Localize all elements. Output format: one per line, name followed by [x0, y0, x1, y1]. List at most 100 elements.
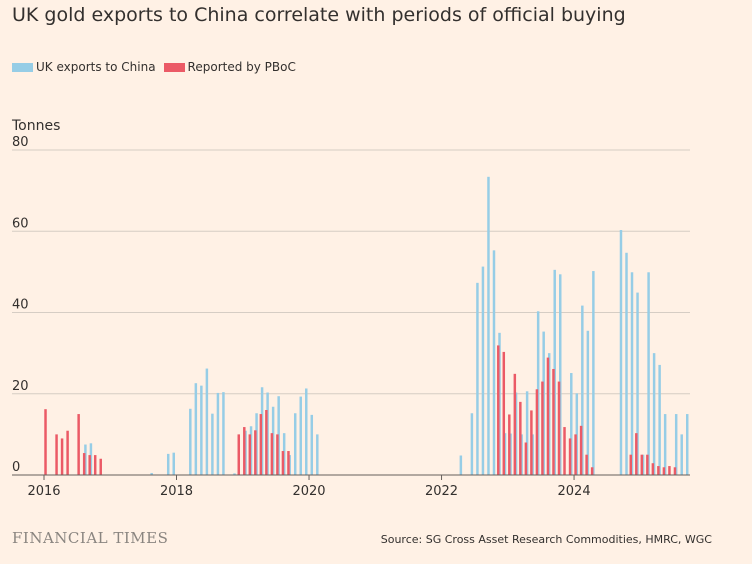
bar-pboc [574, 434, 577, 476]
bar-uk-exports [470, 413, 474, 475]
bar-uk-exports [305, 388, 308, 475]
bar-uk-exports [166, 453, 170, 476]
bar-uk-exports [310, 414, 314, 476]
bar-pboc [276, 434, 279, 476]
bar-pboc [508, 414, 511, 475]
bar-pboc [524, 442, 528, 475]
bar-pboc [535, 389, 539, 475]
legend-label-uk-exports: UK exports to China [36, 60, 156, 74]
publisher-logo: FINANCIAL TIMES [12, 529, 169, 547]
bar-pboc [590, 467, 594, 475]
bar-pboc [557, 381, 561, 475]
bar-uk-exports [293, 413, 297, 475]
bar-uk-exports [592, 271, 595, 475]
bar-uk-exports [625, 252, 628, 475]
bar-pboc [668, 466, 671, 475]
bar-uk-exports [316, 434, 319, 476]
bar-uk-exports [652, 353, 656, 476]
legend-item-pboc: Reported by PBoC [163, 60, 296, 74]
bar-uk-exports [686, 414, 689, 475]
bar-uk-exports [476, 282, 479, 475]
x-tick-label: 2022 [425, 484, 458, 499]
bar-pboc [585, 454, 588, 475]
bar-pboc [77, 414, 80, 475]
bar-pboc [646, 454, 649, 475]
y-tick-label: 80 [12, 135, 29, 150]
bar-pboc [552, 368, 555, 475]
bar-uk-exports [189, 408, 192, 475]
bar-pboc [640, 454, 644, 475]
bar-pboc [513, 373, 517, 475]
bar-pboc [563, 427, 566, 475]
bar-uk-exports [487, 176, 490, 475]
y-tick-label: 20 [12, 379, 29, 394]
bar-uk-exports [547, 353, 551, 476]
bar-uk-exports [641, 454, 645, 475]
x-tick-label: 2020 [292, 484, 325, 499]
bar-pboc [248, 434, 252, 476]
bar-uk-exports [459, 455, 463, 475]
bar-uk-exports [481, 266, 485, 475]
bar-pboc [237, 434, 240, 476]
bar-uk-exports [194, 383, 198, 475]
bar-pboc [66, 430, 69, 475]
bar-pboc [546, 357, 550, 475]
bar-uk-exports [586, 330, 590, 475]
bar-uk-exports [89, 443, 93, 475]
bar-uk-exports [172, 452, 175, 475]
x-tick-label: 2024 [558, 484, 591, 499]
bar-pboc [265, 410, 268, 475]
bar-pboc [82, 453, 86, 475]
bar-pboc [55, 434, 58, 476]
x-tick-label: 2016 [27, 484, 60, 499]
source-note: Source: SG Cross Asset Research Commodit… [380, 533, 712, 546]
bar-uk-exports [663, 414, 667, 475]
chart-title: UK gold exports to China correlate with … [12, 4, 626, 26]
bar-uk-exports [559, 274, 562, 475]
bar-uk-exports [630, 272, 634, 475]
bar-pboc [243, 427, 246, 475]
bar-pboc [635, 433, 638, 475]
bar-pboc [281, 451, 285, 475]
y-tick-label: 40 [12, 298, 29, 313]
bar-pboc [530, 410, 533, 475]
bar-uk-exports [674, 414, 678, 475]
legend: UK exports to China Reported by PBoC [12, 60, 304, 74]
x-tick-label: 2018 [160, 484, 193, 499]
legend-item-uk-exports: UK exports to China [12, 60, 156, 74]
bar-pboc [44, 409, 47, 475]
bar-uk-exports [570, 373, 573, 475]
y-axis-units-label: Tonnes [12, 118, 61, 134]
bar-uk-exports [260, 387, 264, 475]
bar-pboc [629, 454, 633, 475]
bar-uk-exports [150, 472, 153, 475]
bar-pboc [673, 467, 677, 475]
bar-pboc [568, 438, 572, 475]
legend-swatch-uk-exports [12, 62, 33, 72]
bar-pboc [254, 430, 257, 475]
bar-pboc [657, 466, 660, 475]
bar-uk-exports [503, 433, 507, 475]
bar-pboc [541, 381, 544, 475]
bar-pboc [99, 458, 102, 475]
bar-uk-exports [531, 434, 534, 476]
bar-uk-exports [575, 393, 579, 475]
bar-uk-exports [211, 413, 214, 475]
bar-uk-exports [647, 272, 650, 475]
y-tick-label: 60 [12, 216, 29, 231]
bar-uk-exports [492, 250, 496, 475]
bar-pboc [579, 425, 583, 475]
bar-uk-exports [277, 396, 280, 475]
bar-uk-exports [216, 392, 220, 475]
bar-pboc [519, 401, 522, 476]
legend-label-pboc: Reported by PBoC [187, 60, 296, 74]
bar-uk-exports [200, 385, 203, 476]
bar-pboc [651, 463, 655, 475]
bar-pboc [259, 414, 263, 475]
bar-uk-exports [636, 292, 639, 475]
bar-pboc [662, 467, 666, 475]
bar-pboc [93, 455, 97, 475]
bar-uk-exports [581, 305, 584, 475]
bar-uk-exports [525, 391, 529, 475]
